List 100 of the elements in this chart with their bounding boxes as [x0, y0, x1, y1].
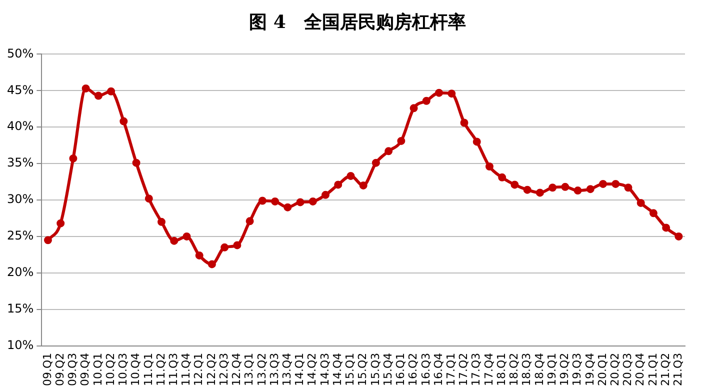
point [144, 194, 153, 203]
x-tick-label: 10.Q1 [91, 352, 104, 386]
point [586, 185, 594, 194]
point [523, 186, 532, 194]
point [94, 92, 102, 100]
x-tick-label: 10.Q2 [104, 352, 117, 386]
point [284, 203, 292, 212]
x-tick-label: 21.Q2 [658, 352, 672, 386]
x-tick-label: 10.Q4 [129, 352, 142, 386]
point [321, 190, 330, 199]
x-tick-label: 15.Q3 [368, 352, 382, 386]
point [334, 180, 342, 189]
y-tick-label: 40% [7, 119, 34, 134]
point [359, 181, 368, 190]
point [448, 90, 456, 98]
x-tick-label: 15.Q1 [344, 352, 357, 386]
y-tick-label: 50% [7, 46, 34, 60]
x-tick-label: 18.Q1 [494, 352, 508, 386]
point [208, 260, 216, 268]
x-tick-label: 20.Q1 [596, 352, 609, 386]
x-tick-label: 19.Q4 [583, 352, 596, 386]
point [258, 196, 266, 205]
chart-title: 图 4 全国居民购房杠杆率 [248, 11, 467, 35]
x-tick-label: 15.Q2 [356, 352, 370, 386]
x-tick-label: 12.Q4 [230, 352, 244, 386]
point [485, 162, 494, 170]
point [422, 96, 430, 105]
x-tick-label: 18.Q3 [520, 352, 534, 386]
x-tick-label: 14.Q2 [306, 352, 319, 386]
x-tick-label: 16.Q2 [406, 352, 420, 386]
y-tick-label: 25% [7, 228, 34, 243]
x-tick-label: 13.Q1 [242, 352, 256, 386]
x-tick-label: 18.Q4 [532, 352, 546, 386]
y-tick-label: 30% [7, 192, 34, 206]
x-tick-label: 16.Q3 [419, 352, 432, 386]
x-tick-label: 09.Q4 [78, 352, 92, 386]
point [612, 180, 620, 188]
x-tick-label: 20.Q3 [621, 352, 634, 386]
x-tick-label: 13.Q4 [280, 352, 294, 386]
point [246, 217, 254, 226]
point [624, 184, 632, 192]
x-tick-label: 19.Q3 [570, 352, 584, 386]
x-tick-label: 20.Q2 [608, 352, 622, 386]
point [158, 218, 166, 226]
point [372, 158, 380, 167]
point [472, 138, 481, 146]
x-tick-label: 21.Q3 [672, 352, 685, 386]
point [460, 118, 468, 127]
x-tick-label: 14.Q4 [330, 352, 344, 386]
x-tick-label: 14.Q1 [293, 352, 306, 386]
x-tick-label: 12.Q3 [217, 352, 230, 386]
point [132, 158, 140, 167]
point [397, 136, 406, 145]
point [220, 243, 229, 252]
point [120, 117, 128, 126]
point [674, 232, 683, 240]
point [308, 197, 317, 206]
x-tick-label: 09.Q3 [66, 352, 80, 386]
point [107, 87, 116, 96]
point [170, 236, 178, 245]
point [561, 182, 570, 191]
x-tick-label: 21.Q1 [646, 352, 660, 386]
x-tick-label: 13.Q2 [255, 352, 268, 386]
y-tick-label: 45% [7, 82, 34, 97]
point [56, 219, 65, 228]
point [233, 241, 242, 250]
x-tick-label: 09.Q2 [53, 352, 66, 386]
point [498, 173, 506, 182]
point [346, 172, 355, 180]
x-tick-label: 11.Q3 [166, 352, 180, 386]
x-tick-label: 20.Q4 [634, 352, 647, 386]
x-tick-label: 19.Q2 [558, 352, 572, 386]
point [384, 147, 393, 156]
x-tick-label: 09.Q1 [40, 352, 54, 386]
x-tick-label: 16.Q1 [394, 352, 408, 386]
x-tick-label: 12.Q1 [192, 352, 206, 386]
x-tick-label: 17.Q1 [444, 352, 458, 386]
point [410, 104, 418, 112]
x-tick-label: 11.Q2 [154, 352, 168, 386]
x-tick-label: 17.Q3 [470, 352, 483, 386]
x-tick-label: 15.Q4 [381, 352, 394, 386]
point [536, 188, 544, 197]
point [649, 209, 658, 218]
point [548, 184, 557, 192]
y-tick-label: 35% [7, 156, 34, 170]
x-tick-label: 16.Q4 [432, 352, 445, 386]
x-tick-label: 18.Q2 [508, 352, 521, 386]
x-tick-label: 13.Q3 [268, 352, 281, 386]
x-tick-label: 12.Q2 [204, 352, 218, 386]
x-tick-label: 10.Q3 [116, 352, 130, 386]
point [636, 198, 645, 207]
point [574, 186, 582, 195]
x-tick-label: 11.Q4 [180, 352, 193, 386]
point [82, 84, 90, 92]
point [599, 180, 608, 188]
y-tick-label: 20% [7, 265, 34, 280]
point [182, 232, 191, 240]
point [296, 198, 304, 206]
point [69, 154, 78, 162]
point [195, 251, 204, 260]
